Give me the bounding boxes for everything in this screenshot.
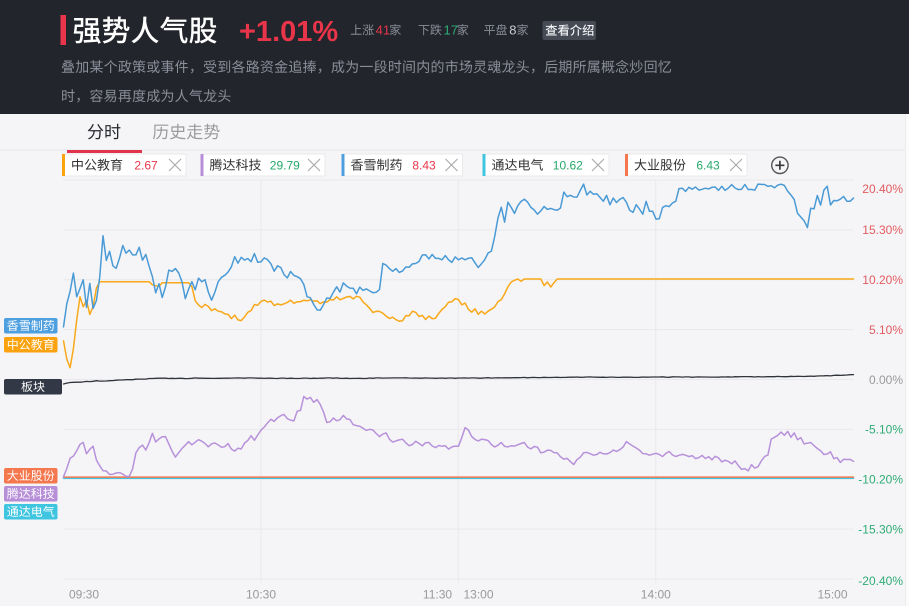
svg-text:5.10%: 5.10% [869, 323, 903, 337]
svg-text:10.20%: 10.20% [862, 273, 903, 287]
svg-text:10:30: 10:30 [246, 588, 276, 602]
svg-text:09:30: 09:30 [69, 588, 99, 602]
svg-text:41: 41 [376, 22, 390, 37]
svg-text:20.40%: 20.40% [862, 182, 903, 196]
svg-text:-10.20%: -10.20% [858, 473, 903, 487]
svg-text:11:30: 11:30 [423, 588, 452, 602]
svg-text:17: 17 [444, 22, 458, 37]
svg-text:10.62: 10.62 [553, 158, 583, 172]
svg-text:-5.10%: -5.10% [865, 423, 903, 437]
svg-text:2.67: 2.67 [134, 158, 158, 172]
svg-text:+1.01%: +1.01% [239, 16, 338, 48]
svg-text:-15.30%: -15.30% [858, 522, 903, 536]
svg-text:13:00: 13:00 [463, 588, 493, 602]
svg-text:8.43: 8.43 [412, 158, 436, 172]
svg-text:8: 8 [509, 22, 516, 37]
svg-text:15.30%: 15.30% [862, 223, 903, 237]
svg-text:29.79: 29.79 [270, 158, 300, 172]
svg-text:6.43: 6.43 [696, 158, 720, 172]
svg-text:0.00%: 0.00% [869, 373, 903, 387]
svg-text:15:00: 15:00 [817, 588, 847, 602]
svg-text:14:00: 14:00 [641, 588, 671, 602]
svg-text:-20.40%: -20.40% [858, 574, 903, 588]
